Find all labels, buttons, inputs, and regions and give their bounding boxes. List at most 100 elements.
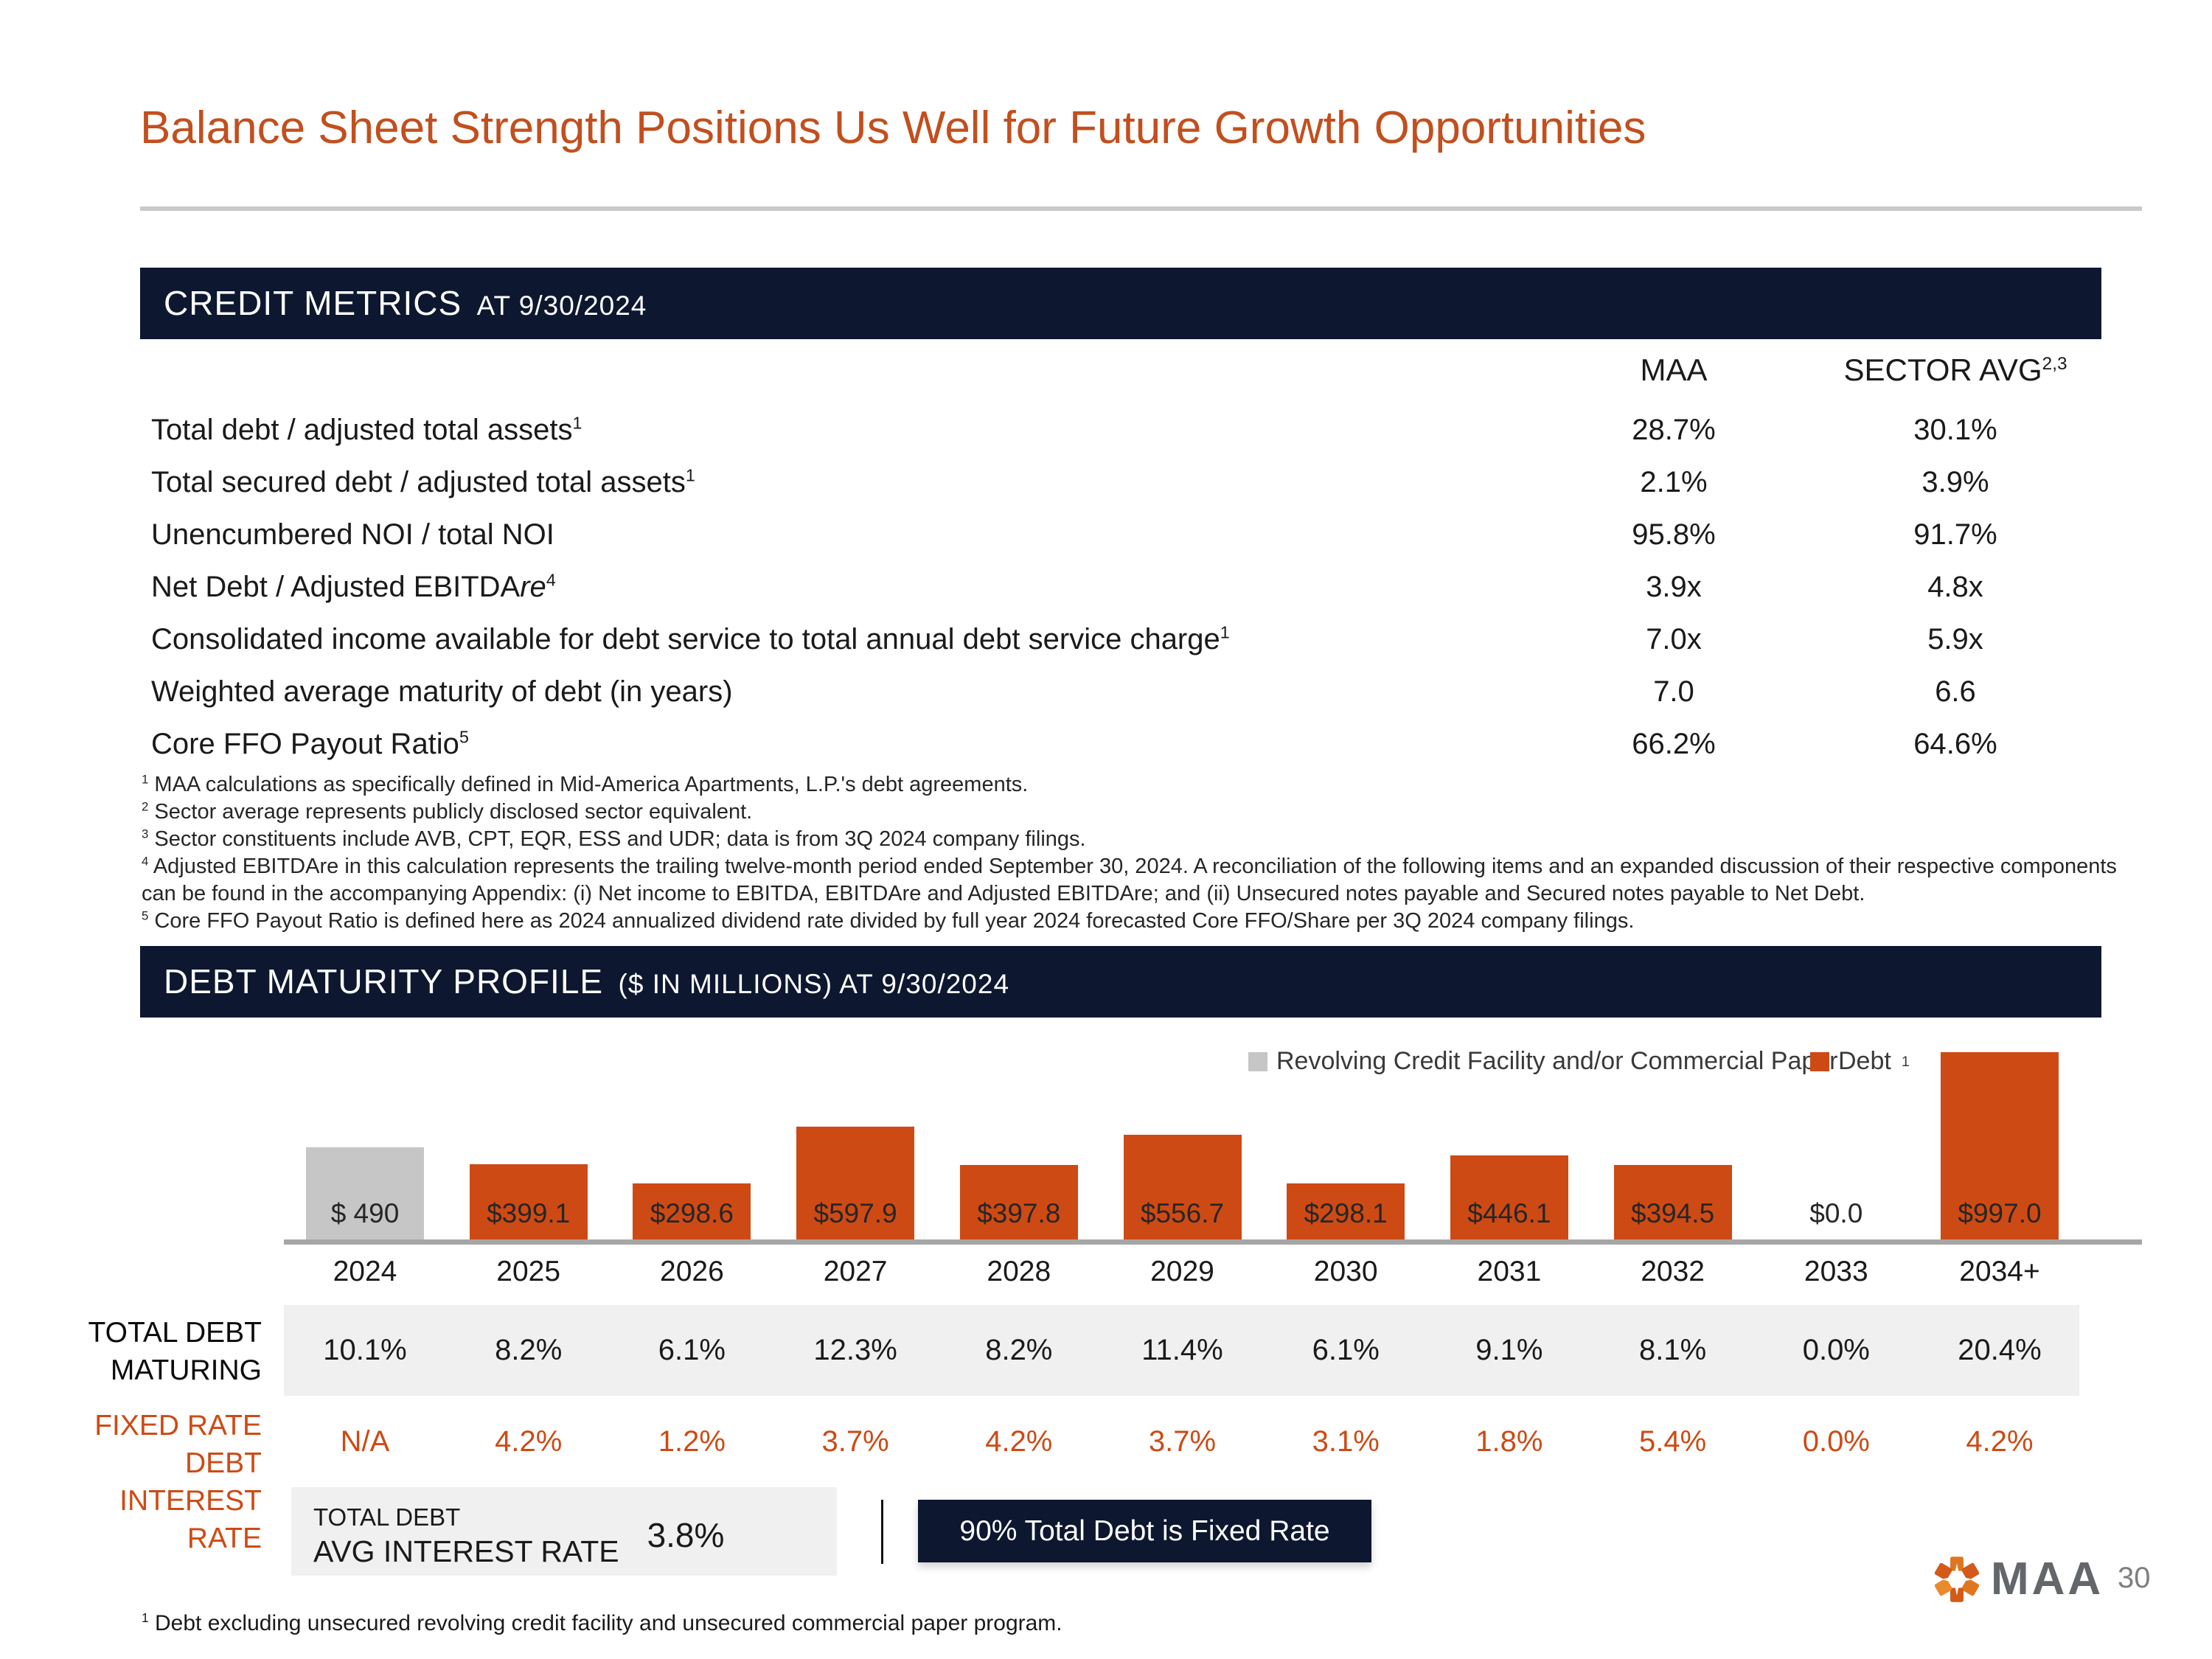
chart-column: $597.9: [773, 1041, 937, 1239]
credit-metrics-table: Total debt / adjusted total assets1 28.7%…: [151, 404, 2105, 771]
metric-value-sector: 3.9%: [1921, 466, 1989, 498]
credit-metric-row: Unencumbered NOI / total NOI 95.8% 91.7%: [151, 509, 2105, 561]
footnote: 4 Adjusted EBITDAre in this calculation …: [142, 854, 2117, 905]
column-header-sector-avg: SECTOR AVG2,3: [1808, 352, 2103, 388]
avg-box-line2: AVG INTEREST RATE: [313, 1534, 619, 1568]
metric-value-maa: 7.0x: [1646, 623, 1702, 655]
sector-avg-label: SECTOR AVG: [1843, 352, 2042, 387]
metric-label-superscript: 1: [1220, 622, 1230, 642]
footnote-superscript: 1: [142, 772, 149, 787]
metric-label-superscript: 1: [685, 465, 695, 485]
debt-maturity-header-text: DEBT MATURITY PROFILE: [164, 962, 604, 1001]
fixed-rate-interest-value: 3.7%: [1148, 1425, 1217, 1458]
debt-footnote-superscript: 1: [142, 1610, 149, 1625]
avg-interest-rate-box: TOTAL DEBT AVG INTEREST RATE 3.8%: [291, 1487, 837, 1576]
total-debt-maturing-value: 8.2%: [495, 1334, 563, 1366]
page-title: Balance Sheet Strength Positions Us Well…: [140, 102, 1646, 153]
credit-metric-row: Weighted average maturity of debt (in ye…: [151, 666, 2105, 718]
fixed-rate-interest-row: N/A 4.2% 1.2% 3.7% 4.2% 3.7% 3.1% 1.8% 5.4% 0.0% 4…: [284, 1405, 2079, 1478]
legend-item-debt: Debt 1: [1810, 1047, 1910, 1076]
credit-metrics-section-header: CREDIT METRICS AT 9/30/2024: [140, 268, 2101, 339]
bar-debt: [1450, 1155, 1568, 1239]
maa-logo: MAA: [1933, 1553, 2104, 1605]
chart-column: $556.7: [1101, 1041, 1265, 1239]
chart-column: $399.1: [447, 1041, 611, 1239]
bar-value-label: $556.7: [1140, 1198, 1225, 1228]
chart-column: $394.5: [1591, 1041, 1755, 1239]
credit-metric-row: Net Debt / Adjusted EBITDAre4 3.9x 4.8x: [151, 561, 2105, 613]
credit-metrics-header-text: CREDIT METRICS: [164, 284, 462, 322]
avg-interest-rate-value: 3.8%: [647, 1516, 725, 1554]
bar-debt: [1941, 1052, 2059, 1239]
column-header-maa: MAA: [1640, 352, 1708, 387]
fixed-rate-interest-value: N/A: [340, 1425, 390, 1458]
fixed-rate-interest-value: 3.1%: [1312, 1425, 1380, 1458]
year-label: 2030: [1313, 1256, 1378, 1287]
page-number: 30: [2118, 1562, 2151, 1594]
metric-value-maa: 2.1%: [1640, 466, 1708, 498]
total-debt-maturing-value: 8.2%: [985, 1334, 1053, 1366]
debt-footnote-text: Debt excluding unsecured revolving credi…: [155, 1611, 1062, 1635]
bar-debt: [959, 1165, 1078, 1239]
bar-debt: [1287, 1183, 1405, 1239]
metric-value-maa: 3.9x: [1646, 571, 1702, 603]
fixed-rate-interest-value: 0.0%: [1802, 1425, 1870, 1458]
metric-value-sector: 5.9x: [1927, 623, 1983, 655]
total-debt-maturing-value: 12.3%: [813, 1334, 897, 1366]
metric-value-maa: 95.8%: [1632, 518, 1716, 551]
footnote-superscript: 2: [142, 799, 149, 814]
footnote-superscript: 4: [142, 854, 149, 869]
metric-label-italic: re: [520, 571, 546, 603]
footnote: 5 Core FFO Payout Ratio is defined here …: [142, 908, 1635, 933]
credit-metric-row: Total secured debt / adjusted total asse…: [151, 456, 2105, 509]
credit-metrics-footnotes: 1 MAA calculations as specifically defin…: [142, 771, 2118, 935]
maa-logo-text: MAA: [1991, 1554, 2104, 1604]
footnote-superscript: 3: [142, 827, 149, 841]
chart-column: $0.0: [1754, 1041, 1918, 1239]
bar-value-label: $446.1: [1467, 1198, 1551, 1228]
legend-label-revolver: Revolving Credit Facility and/or Commerc…: [1276, 1047, 1838, 1075]
bar-value-label: $394.5: [1631, 1198, 1715, 1228]
bar-value-label: $298.6: [650, 1198, 734, 1228]
metric-label-superscript: 4: [546, 570, 556, 590]
bar-value-label: $397.8: [977, 1198, 1061, 1228]
fixed-rate-label-line1: FIXED RATE DEBT: [94, 1410, 262, 1479]
footnote: 2 Sector average represents publicly dis…: [142, 799, 753, 824]
bar-debt: [1123, 1135, 1242, 1239]
metric-label: Core FFO Payout Ratio5: [151, 727, 469, 760]
total-debt-maturing-value: 6.1%: [658, 1334, 726, 1366]
chart-column: $298.1: [1264, 1041, 1427, 1239]
chart-column: $997.0: [1918, 1041, 2081, 1239]
metric-value-sector: 64.6%: [1913, 728, 1997, 760]
metric-value-sector: 6.6: [1935, 675, 1976, 708]
year-label: 2029: [1150, 1256, 1214, 1287]
chart-column: $397.8: [937, 1041, 1101, 1239]
chart-axis-line: [284, 1239, 2142, 1245]
metric-value-sector: 91.7%: [1913, 518, 1997, 551]
maa-logo-icon: [1934, 1556, 1980, 1602]
year-label: 2026: [660, 1256, 724, 1287]
total-debt-maturing-value: 11.4%: [1141, 1334, 1223, 1366]
total-debt-maturing-row: 10.1% 8.2% 6.1% 12.3% 8.2% 11.4% 6.1% 9.1% 8.1% 0…: [284, 1305, 2079, 1396]
metric-value-sector: 4.8x: [1927, 571, 1983, 603]
bar-value-label: $997.0: [1958, 1198, 2042, 1228]
metric-label: Weighted average maturity of debt (in ye…: [151, 675, 733, 708]
fixed-rate-interest-value: 4.2%: [985, 1425, 1053, 1458]
debt-footnote: 1 Debt excluding unsecured revolving cre…: [142, 1611, 1062, 1636]
footnote: 3 Sector constituents include AVB, CPT, …: [142, 827, 1086, 851]
fixed-rate-interest-value: 1.8%: [1475, 1425, 1543, 1458]
total-debt-maturing-value: 9.1%: [1475, 1334, 1543, 1366]
fixed-rate-interest-value: 4.2%: [495, 1425, 563, 1458]
metric-label-superscript: 1: [572, 413, 582, 433]
total-debt-maturing-label-line2: MATURING: [110, 1354, 262, 1386]
footnote-superscript: 5: [142, 908, 149, 923]
fixed-rate-interest-value: 3.7%: [821, 1425, 889, 1458]
metric-label: Consolidated income available for debt s…: [151, 622, 1230, 655]
year-label: 2034+: [1959, 1256, 2040, 1287]
year-label: 2028: [987, 1256, 1051, 1287]
total-debt-maturing-label-line1: TOTAL DEBT: [88, 1317, 262, 1349]
bar-value-label: $0.0: [1809, 1198, 1863, 1228]
total-debt-maturing-label: TOTAL DEBT MATURING: [44, 1314, 262, 1389]
fixed-rate-label-line2: INTEREST RATE: [119, 1485, 262, 1554]
metric-value-maa: 28.7%: [1632, 414, 1716, 446]
